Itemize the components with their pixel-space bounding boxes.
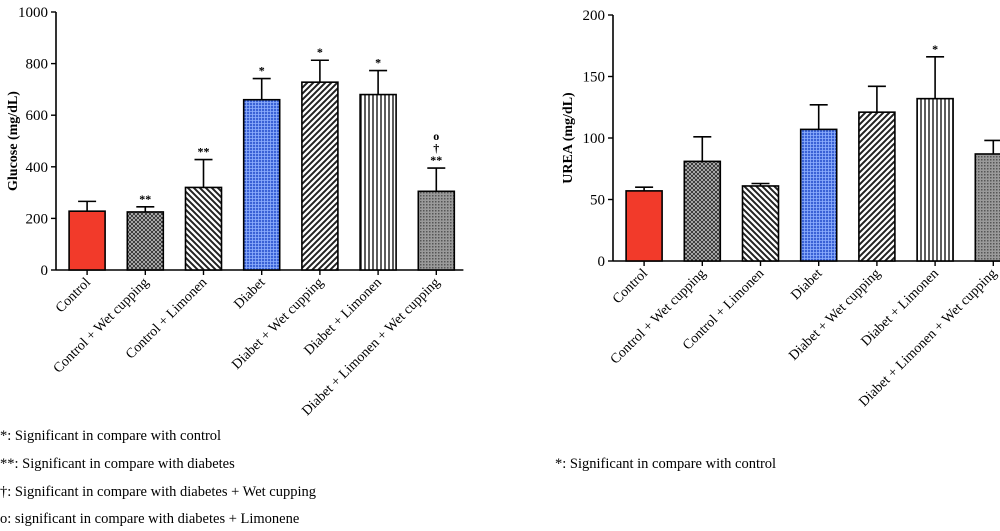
y-tick-label: 400 — [26, 160, 49, 176]
y-tick-label: 50 — [590, 193, 605, 209]
glucose-chart: 0 200 400 600 800 1000 Glucose (mg/dL) Control *… — [6, 5, 464, 419]
y-tick-label: 150 — [583, 70, 606, 86]
y-tick-label: 100 — [583, 131, 606, 147]
x-tick-label: Diabet — [789, 266, 826, 303]
significance-marker: * — [932, 42, 938, 56]
significance-marker: * — [317, 45, 323, 59]
footnote-glucose-1: *: Significant in compare with control — [0, 428, 222, 444]
footnote-glucose-3: †: Significant in compare with diabetes … — [0, 484, 317, 500]
x-tick-label: Control — [610, 266, 651, 307]
y-tick-label: 0 — [41, 263, 49, 279]
x-tick-label: Diabet — [232, 275, 269, 312]
y-tick-label: 0 — [598, 254, 606, 270]
significance-marker: ** — [198, 145, 210, 159]
bar — [126, 211, 165, 271]
significance-marker: † — [433, 141, 439, 155]
x-tick-label: Control — [53, 275, 94, 316]
significance-marker: * — [259, 64, 265, 78]
bar — [359, 93, 397, 271]
y-axis-label: UREA (mg/dL) — [561, 92, 576, 184]
bar — [858, 111, 896, 262]
bar — [625, 190, 663, 262]
footnote-glucose-2: **: Significant in compare with diabetes — [0, 456, 235, 472]
y-tick-label: 800 — [26, 57, 49, 73]
y-tick-label: 1000 — [18, 5, 48, 21]
significance-marker: * — [375, 56, 381, 70]
significance-marker: ** — [430, 153, 442, 167]
x-tick-label: Control + Wet cupping — [51, 275, 152, 376]
x-tick-label: Control + Wet cupping — [608, 266, 709, 367]
bar — [68, 210, 106, 271]
bar — [301, 81, 339, 271]
bar — [799, 128, 838, 262]
bar — [974, 153, 1000, 262]
bar — [741, 185, 780, 262]
y-tick-label: 200 — [26, 211, 49, 227]
bar — [417, 190, 456, 271]
significance-marker: o — [433, 129, 439, 143]
bar — [242, 98, 281, 271]
y-tick-label: 200 — [583, 8, 606, 24]
significance-marker: ** — [139, 192, 151, 206]
bar — [916, 97, 954, 262]
footnote-glucose-4: o: significant in compare with diabetes … — [0, 511, 300, 527]
bar — [184, 186, 223, 271]
footnote-urea-1: *: Significant in compare with control — [555, 456, 777, 472]
y-tick-label: 600 — [26, 108, 49, 124]
bar — [683, 160, 722, 262]
y-axis-label: Glucose (mg/dL) — [6, 91, 21, 191]
